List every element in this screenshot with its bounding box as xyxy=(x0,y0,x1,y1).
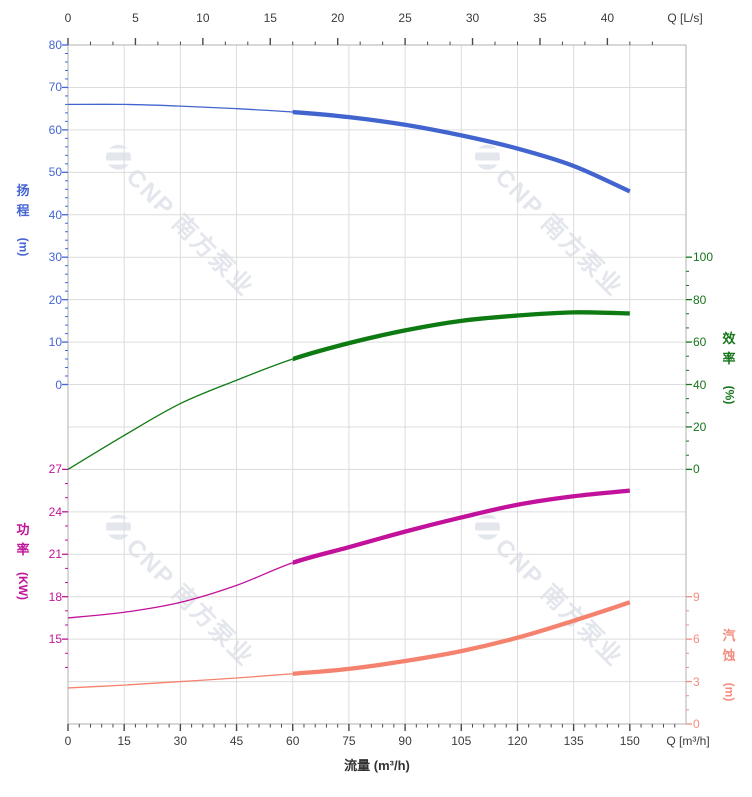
head-curve xyxy=(67,103,293,113)
npsh-curve xyxy=(292,600,631,676)
head-curve xyxy=(292,109,631,194)
power-curve xyxy=(292,488,631,566)
efficiency-curve xyxy=(67,358,293,470)
power-curve xyxy=(67,562,293,619)
efficiency-curve xyxy=(292,310,630,362)
npsh-curve xyxy=(67,673,293,689)
